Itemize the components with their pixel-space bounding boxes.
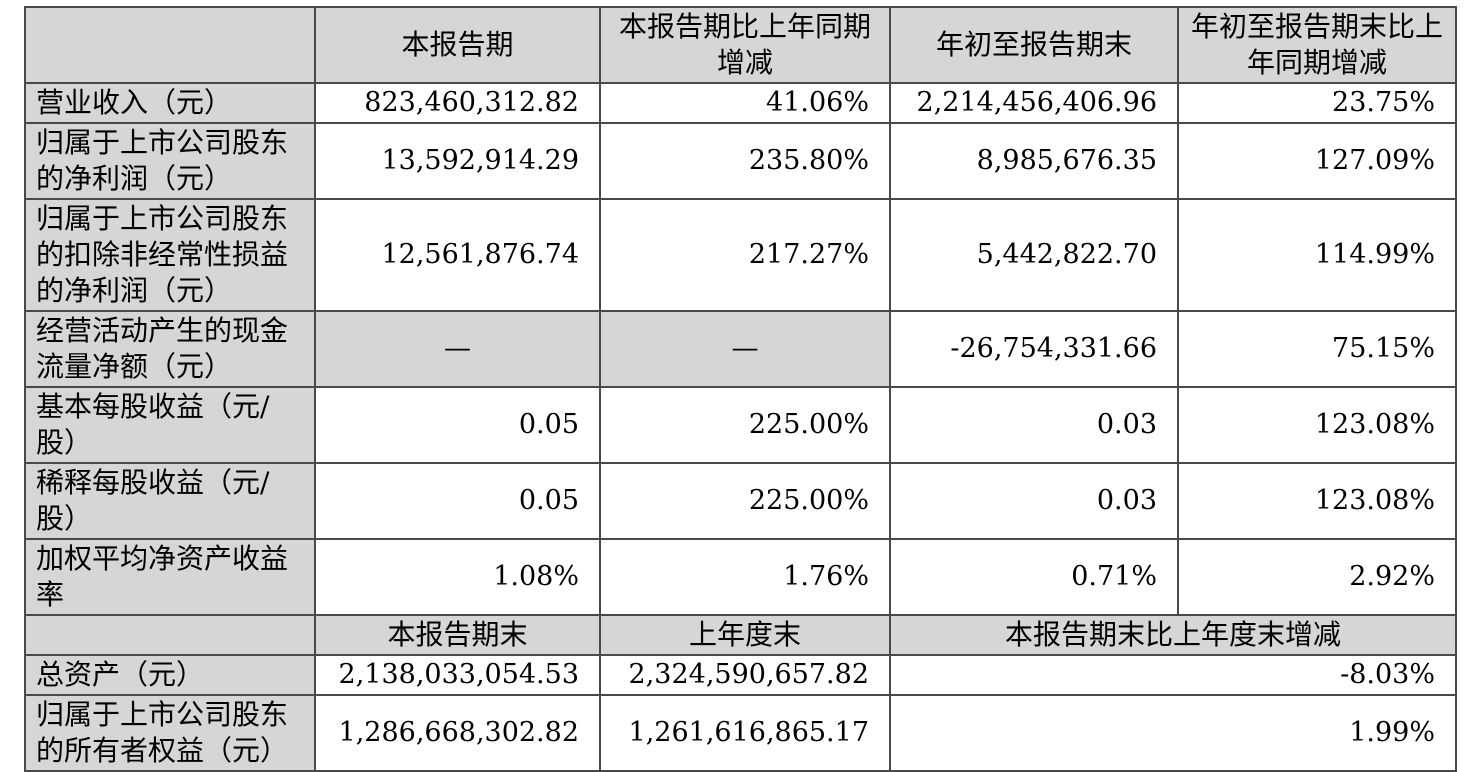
header-year-to-date-yoy-change: 年初至报告期末比上年同期增减 <box>1177 6 1457 84</box>
cell-value: 1.76% <box>599 538 891 616</box>
header-end-of-period: 本报告期末 <box>314 614 601 656</box>
cell-value: 823,460,312.82 <box>314 82 601 124</box>
row-label: 归属于上市公司股东的所有者权益（元） <box>24 694 316 772</box>
cell-value: 1.08% <box>314 538 601 616</box>
cell-value: 2,324,590,657.82 <box>599 654 891 696</box>
table-row-diluted-eps: 稀释每股收益（元/股） 0.05 225.00% 0.03 123.08% <box>24 462 1457 540</box>
row-label: 归属于上市公司股东的净利润（元） <box>24 122 316 200</box>
cell-value: -26,754,331.66 <box>889 310 1179 388</box>
header-current-period-yoy-change: 本报告期比上年同期增减 <box>599 6 891 84</box>
header-period-vs-prior-year-change: 本报告期末比上年度末增减 <box>889 614 1457 656</box>
header-current-period: 本报告期 <box>314 6 601 84</box>
cell-value: 114.99% <box>1177 198 1457 312</box>
header-row-yearend: 本报告期末 上年度末 本报告期末比上年度末增减 <box>24 614 1457 656</box>
cell-value: 123.08% <box>1177 386 1457 464</box>
table-row-net-profit: 归属于上市公司股东的净利润（元） 13,592,914.29 235.80% 8… <box>24 122 1457 200</box>
table-row-total-assets: 总资产（元） 2,138,033,054.53 2,324,590,657.82… <box>24 654 1457 696</box>
cell-value: 0.05 <box>314 386 601 464</box>
cell-value: 0.71% <box>889 538 1179 616</box>
table-row-net-profit-excl-nonrecurring: 归属于上市公司股东的扣除非经常性损益的净利润（元） 12,561,876.74 … <box>24 198 1457 312</box>
cell-value: 23.75% <box>1177 82 1457 124</box>
cell-value: 0.05 <box>314 462 601 540</box>
row-label: 经营活动产生的现金流量净额（元） <box>24 310 316 388</box>
table-row-basic-eps: 基本每股收益（元/股） 0.05 225.00% 0.03 123.08% <box>24 386 1457 464</box>
cell-value: 1.99% <box>889 694 1457 772</box>
header-empty-cell <box>24 614 316 656</box>
cell-value: 225.00% <box>599 462 891 540</box>
cell-value-na: — <box>599 310 891 388</box>
cell-value: 1,261,616,865.17 <box>599 694 891 772</box>
header-empty-cell <box>24 6 316 84</box>
cell-value: 217.27% <box>599 198 891 312</box>
cell-value-na: — <box>314 310 601 388</box>
cell-value: 13,592,914.29 <box>314 122 601 200</box>
header-row-period: 本报告期 本报告期比上年同期增减 年初至报告期末 年初至报告期末比上年同期增减 <box>24 6 1457 84</box>
cell-value: -8.03% <box>889 654 1457 696</box>
cell-value: 2,138,033,054.53 <box>314 654 601 696</box>
row-label: 稀释每股收益（元/股） <box>24 462 316 540</box>
table-row-equity: 归属于上市公司股东的所有者权益（元） 1,286,668,302.82 1,26… <box>24 694 1457 772</box>
cell-value: 2,214,456,406.96 <box>889 82 1179 124</box>
cell-value: 2.92% <box>1177 538 1457 616</box>
table-row-operating-cash-flow: 经营活动产生的现金流量净额（元） — — -26,754,331.66 75.1… <box>24 310 1457 388</box>
cell-value: 127.09% <box>1177 122 1457 200</box>
row-label: 归属于上市公司股东的扣除非经常性损益的净利润（元） <box>24 198 316 312</box>
cell-value: 75.15% <box>1177 310 1457 388</box>
cell-value: 123.08% <box>1177 462 1457 540</box>
cell-value: 235.80% <box>599 122 891 200</box>
cell-value: 225.00% <box>599 386 891 464</box>
row-label: 基本每股收益（元/股） <box>24 386 316 464</box>
financial-summary-table: 本报告期 本报告期比上年同期增减 年初至报告期末 年初至报告期末比上年同期增减 … <box>24 6 1457 772</box>
cell-value: 8,985,676.35 <box>889 122 1179 200</box>
cell-value: 0.03 <box>889 462 1179 540</box>
cell-value: 5,442,822.70 <box>889 198 1179 312</box>
row-label: 总资产（元） <box>24 654 316 696</box>
row-label: 营业收入（元） <box>24 82 316 124</box>
cell-value: 0.03 <box>889 386 1179 464</box>
table-row-revenue: 营业收入（元） 823,460,312.82 41.06% 2,214,456,… <box>24 82 1457 124</box>
header-end-of-prior-year: 上年度末 <box>599 614 891 656</box>
cell-value: 41.06% <box>599 82 891 124</box>
header-year-to-date: 年初至报告期末 <box>889 6 1179 84</box>
row-label: 加权平均净资产收益率 <box>24 538 316 616</box>
cell-value: 1,286,668,302.82 <box>314 694 601 772</box>
cell-value: 12,561,876.74 <box>314 198 601 312</box>
table-row-weighted-avg-roe: 加权平均净资产收益率 1.08% 1.76% 0.71% 2.92% <box>24 538 1457 616</box>
